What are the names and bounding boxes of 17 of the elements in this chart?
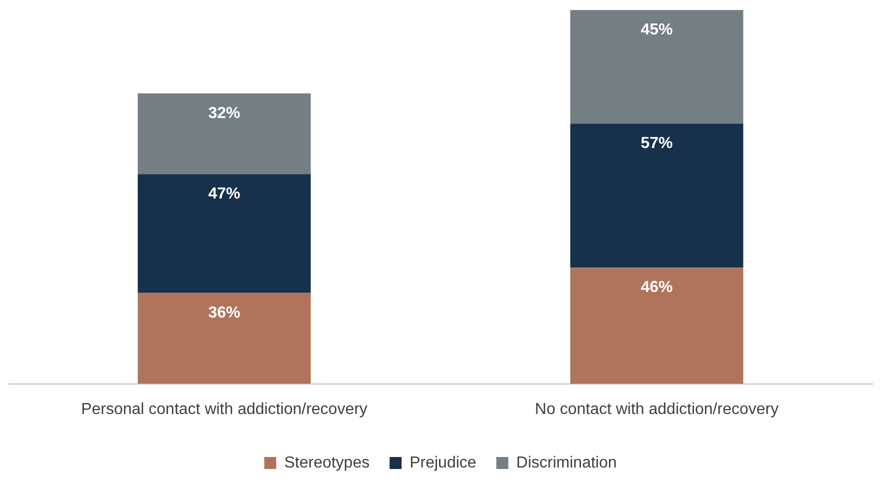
data-label: 57% [640, 135, 673, 152]
data-label: 47% [208, 186, 240, 203]
bar [138, 93, 311, 174]
bar [570, 268, 744, 384]
legend-label: Prejudice [410, 454, 476, 472]
bar [570, 10, 744, 124]
data-label: 46% [640, 279, 673, 296]
bar [138, 174, 311, 293]
data-label: 36% [208, 304, 240, 322]
x-tick-label: No contact with addiction/recovery [534, 400, 779, 418]
legend-label: Stereotypes [284, 454, 370, 472]
data-label: 32% [208, 104, 240, 122]
legend-label: Discrimination [516, 454, 617, 472]
bar [570, 124, 744, 268]
x-tick-label: Personal contact with addiction/recovery [81, 400, 368, 418]
data-label: 45% [640, 21, 673, 38]
bar [138, 292, 311, 384]
